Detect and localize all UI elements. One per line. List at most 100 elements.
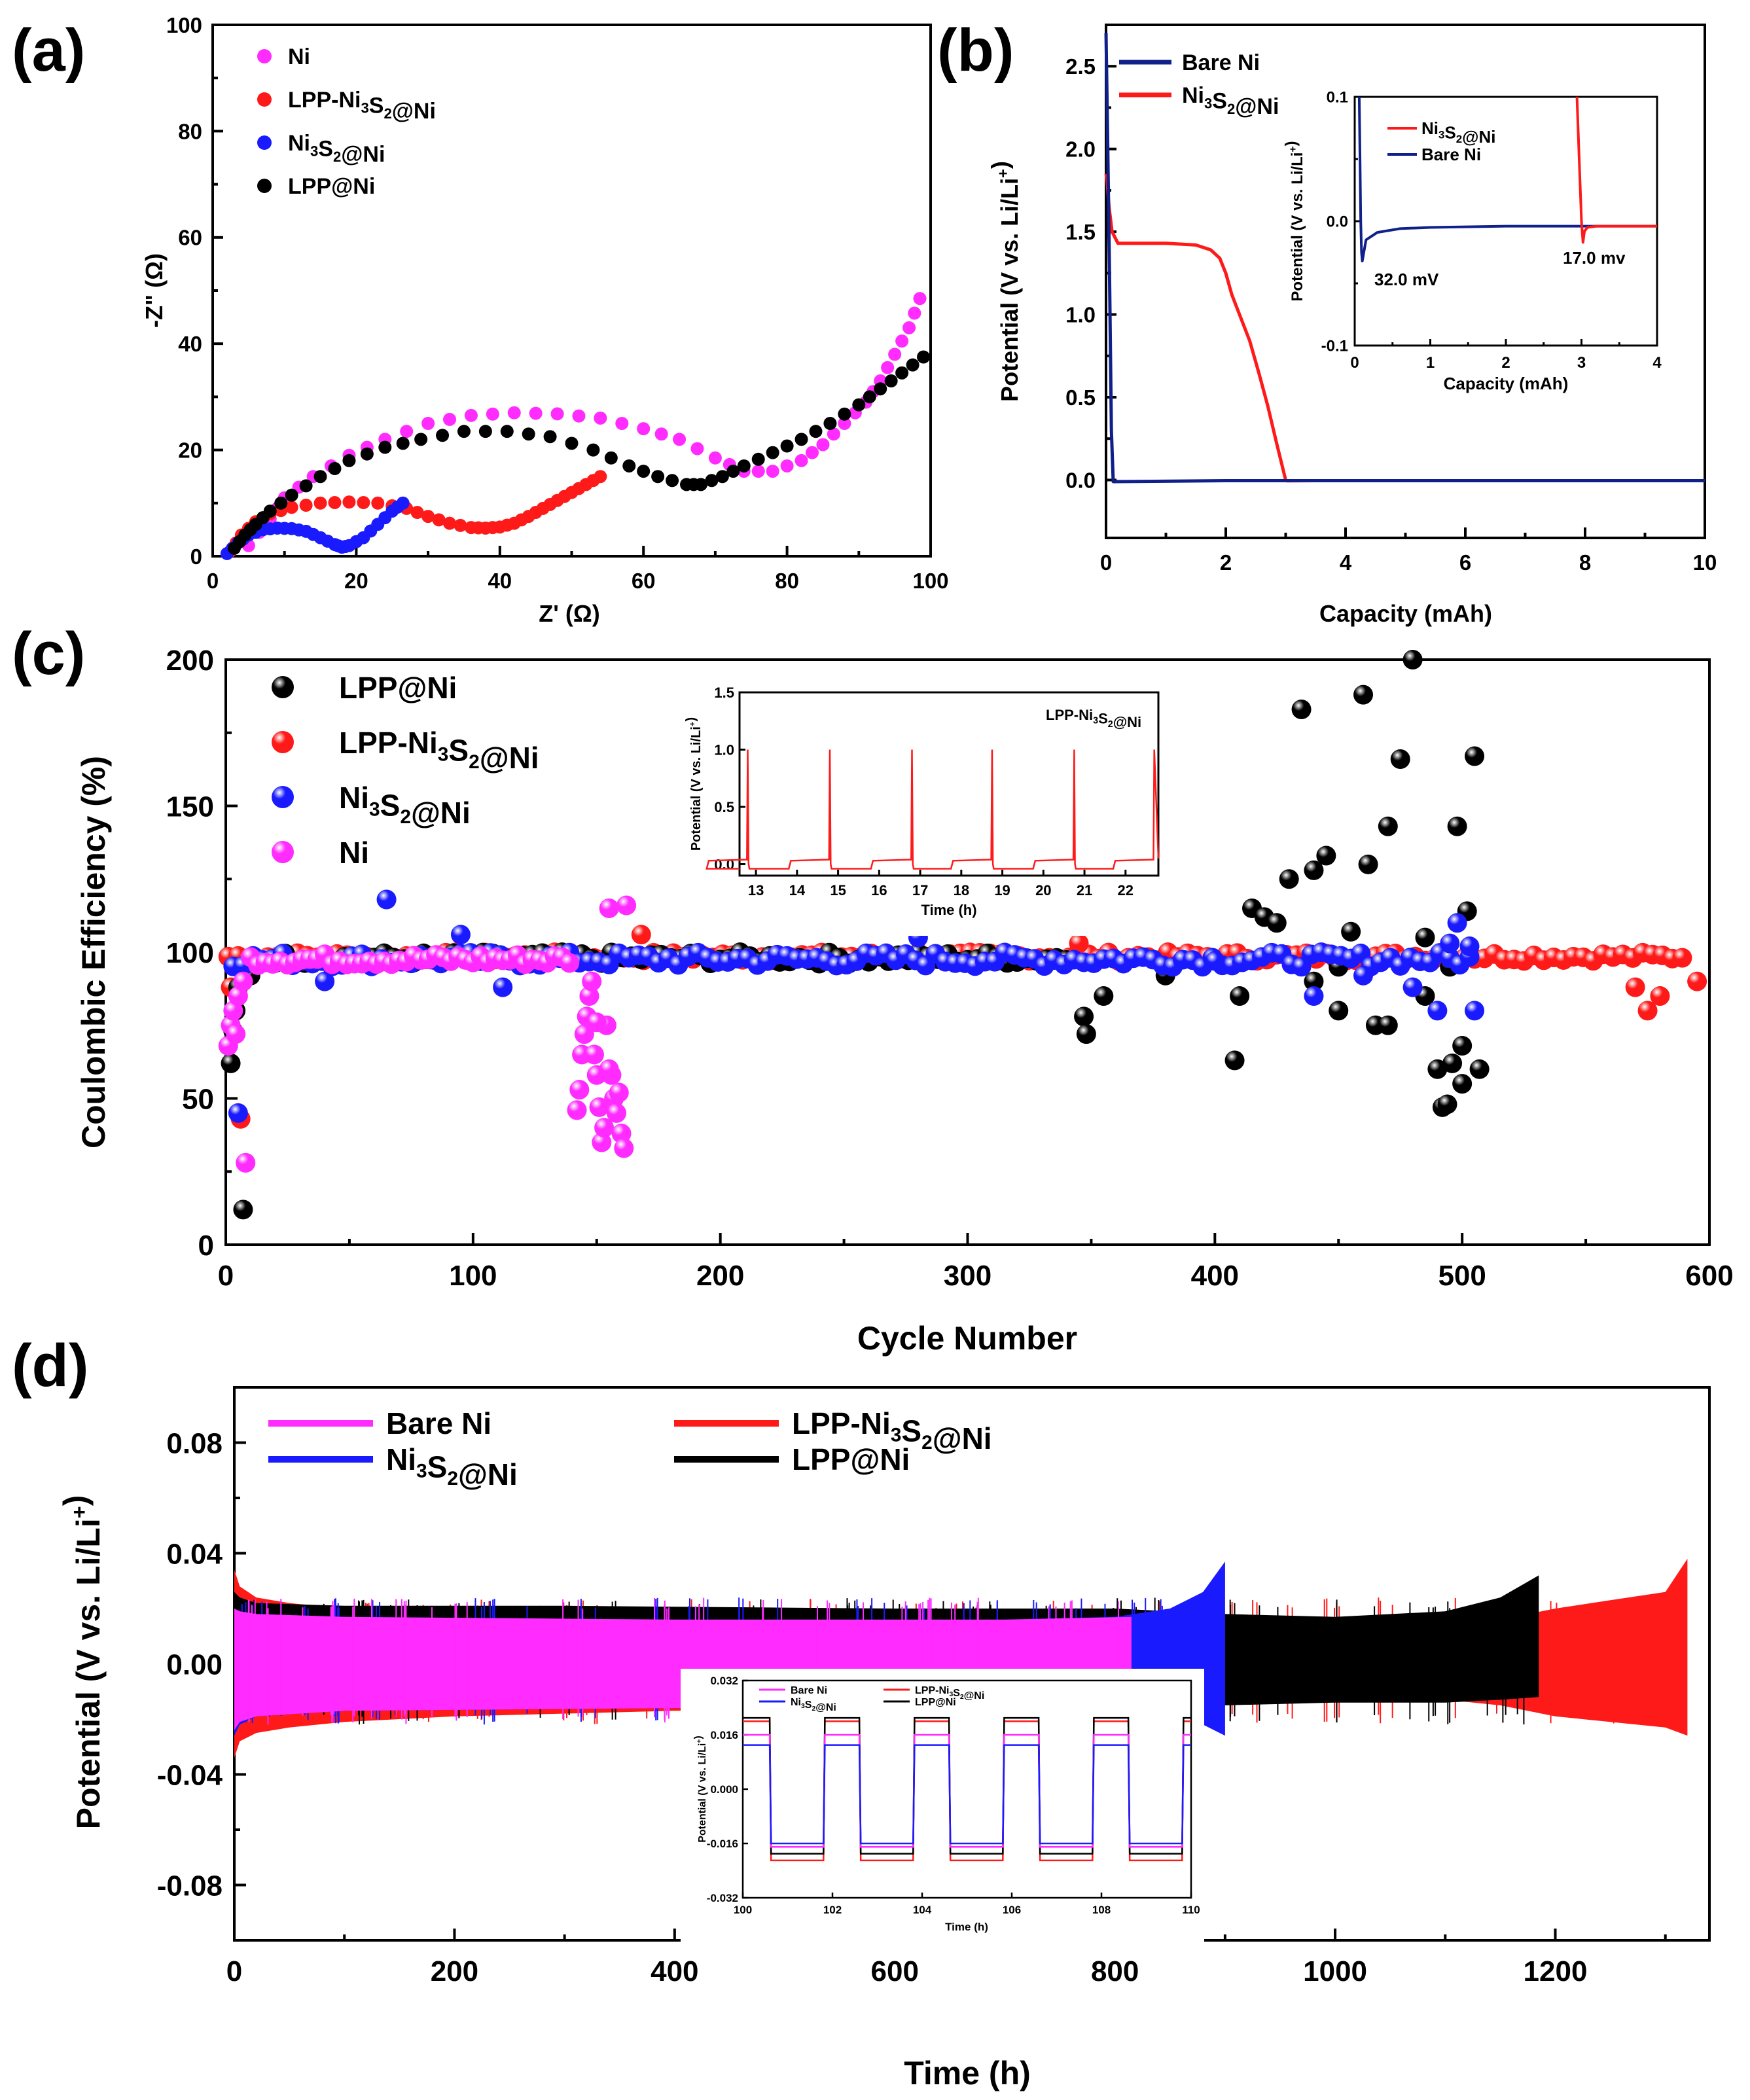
data-point [1469, 1059, 1490, 1079]
panel-a: (a) 0 20 40 60 80 100 0 20 40 60 80 100 Ni LPP-Ni3S2@N… [12, 13, 949, 627]
x-tick-label: 600 [871, 1955, 919, 1987]
x-axis-label: Time (h) [904, 2055, 1031, 2091]
y-tick-label: 2.5 [1065, 54, 1096, 79]
data-point [396, 436, 410, 450]
data-point [443, 516, 457, 530]
x-tick-label: 17 [912, 882, 928, 899]
legend-label: Ni3S2@Ni [339, 781, 471, 830]
data-point [599, 1059, 619, 1079]
data-point [715, 470, 729, 484]
data-point [414, 433, 428, 446]
data-point [558, 489, 571, 503]
y-axis-label: Potential (V vs. Li/Li+) [987, 161, 1023, 402]
y-axis-label: -Z" (Ω) [141, 253, 168, 328]
data-point [306, 527, 320, 541]
y-axis-label: Coulombic Efficiency (%) [75, 756, 112, 1148]
legend-label: LPP-Ni3S2@Ni [915, 1685, 984, 1701]
x-tick-label: 0 [1100, 550, 1112, 575]
data-point [687, 478, 700, 491]
y-tick-label: 1.5 [714, 685, 734, 701]
data-point [285, 488, 298, 502]
y-tick-label: 0.016 [710, 1729, 738, 1741]
inset-label: LPP-Ni3S2@Ni [1046, 707, 1141, 730]
data-point [299, 479, 313, 493]
data-point [342, 454, 356, 467]
y-tick-label: 1.0 [1065, 302, 1096, 327]
inset-y-label: Potential (V vs. Li/Li+) [693, 1735, 708, 1842]
data-point [1205, 951, 1225, 971]
x-tick-label: 200 [696, 1260, 744, 1292]
data-point [615, 417, 629, 430]
legend-label: Bare Ni [1421, 145, 1481, 164]
x-axis-label: Capacity (mAh) [1319, 600, 1492, 627]
inset-x-label: Time (h) [921, 902, 976, 918]
legend-label: Bare Ni [386, 1406, 491, 1440]
data-point [751, 465, 765, 478]
x-tick-label: 0 [226, 1955, 242, 1987]
data-point [780, 439, 794, 453]
x-tick-label: 13 [748, 882, 764, 899]
data-point [436, 429, 450, 442]
legend-label: LPP-Ni3S2@Ni [288, 88, 436, 124]
legend-marker [257, 92, 272, 107]
data-point [1427, 1059, 1448, 1079]
x-tick-label: 1000 [1303, 1955, 1367, 1987]
data-point [569, 1080, 590, 1100]
y-tick-label: 0.1 [1327, 89, 1348, 107]
x-axis-label: Cycle Number [857, 1320, 1077, 1357]
data-point [1094, 986, 1114, 1006]
y-tick-label: 200 [166, 645, 214, 677]
data-point [233, 1200, 253, 1220]
y-tick-label: 150 [166, 791, 214, 823]
data-point [766, 465, 779, 478]
data-point [614, 1138, 634, 1158]
data-point [1230, 986, 1250, 1006]
data-point [1341, 921, 1361, 942]
data-point [228, 1103, 248, 1123]
data-point [493, 977, 513, 997]
data-point [1076, 1024, 1096, 1044]
data-point [1378, 1015, 1398, 1035]
legend-marker [257, 135, 272, 150]
y-tick-label: 1.5 [1065, 220, 1096, 244]
x-tick-label: 2 [1501, 354, 1510, 372]
y-tick-label: 2.0 [1065, 137, 1096, 162]
data-point [816, 438, 830, 452]
data-point [666, 474, 679, 488]
x-tick-label: 20 [1035, 882, 1051, 899]
legend-marker [272, 731, 294, 753]
data-point [233, 535, 247, 548]
data-point [594, 411, 607, 425]
x-tick-label: 80 [775, 569, 799, 593]
legend-label: Ni3S2@Ni [288, 131, 385, 167]
data-point [1465, 746, 1485, 766]
data-point [823, 417, 837, 430]
data-point [1452, 1036, 1473, 1056]
legend-label: Ni3S2@Ni [386, 1442, 518, 1491]
data-point [572, 409, 586, 423]
legend-label: LPP-Ni3S2@Ni [339, 726, 539, 775]
x-tick-label: 600 [1685, 1260, 1733, 1292]
x-tick-label: 0 [1350, 354, 1359, 372]
y-tick-label: 20 [178, 438, 202, 462]
legend-label: Ni [339, 836, 369, 870]
x-tick-label: 100 [734, 1904, 752, 1916]
panel-b: (b)0 2 4 6 8 100.00.51.01.52.02.5 Bare NiNi3S2… [937, 17, 1717, 627]
data-point [795, 454, 808, 467]
data-point [616, 895, 637, 916]
data-point [364, 524, 378, 538]
data-point [579, 986, 599, 1006]
data-point [1069, 933, 1089, 953]
legend-label: Bare Ni [791, 1685, 827, 1696]
data-point [874, 382, 887, 396]
legend-label: LPP@Ni [288, 174, 375, 199]
data-point [454, 518, 467, 532]
data-point [586, 474, 600, 488]
y-tick-label: 0.5 [1065, 385, 1096, 410]
data-point [795, 433, 808, 446]
data-point [1291, 699, 1312, 719]
x-tick-label: 40 [488, 569, 512, 593]
y-tick-label: 0.0 [714, 856, 734, 872]
data-point [631, 925, 651, 945]
